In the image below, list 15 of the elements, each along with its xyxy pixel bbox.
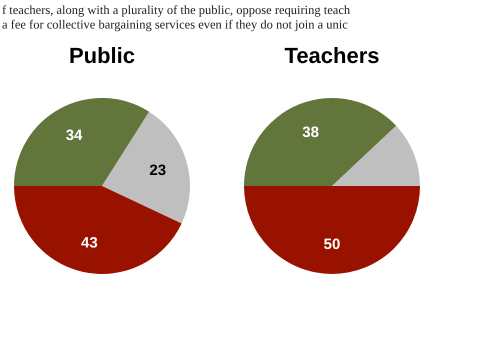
pie-slice xyxy=(244,186,420,274)
pie-slice xyxy=(244,98,396,186)
chart-title: Public xyxy=(68,43,136,68)
data-label: 38 xyxy=(302,124,319,142)
data-label: 23 xyxy=(149,162,166,179)
pie-slice xyxy=(14,98,150,186)
pie-slice xyxy=(332,126,420,186)
chart-title: Teachers xyxy=(284,43,380,68)
data-label: 43 xyxy=(81,234,98,252)
data-label: 50 xyxy=(324,236,340,253)
pie-slice xyxy=(14,186,182,274)
text: a fee for collective bargaining services even if they do not join a unic xyxy=(2,18,348,32)
pie-slice xyxy=(102,112,190,224)
data-label: 34 xyxy=(66,127,84,144)
text: f teachers, along with a plurality of the public, oppose requiring teach xyxy=(2,3,351,17)
